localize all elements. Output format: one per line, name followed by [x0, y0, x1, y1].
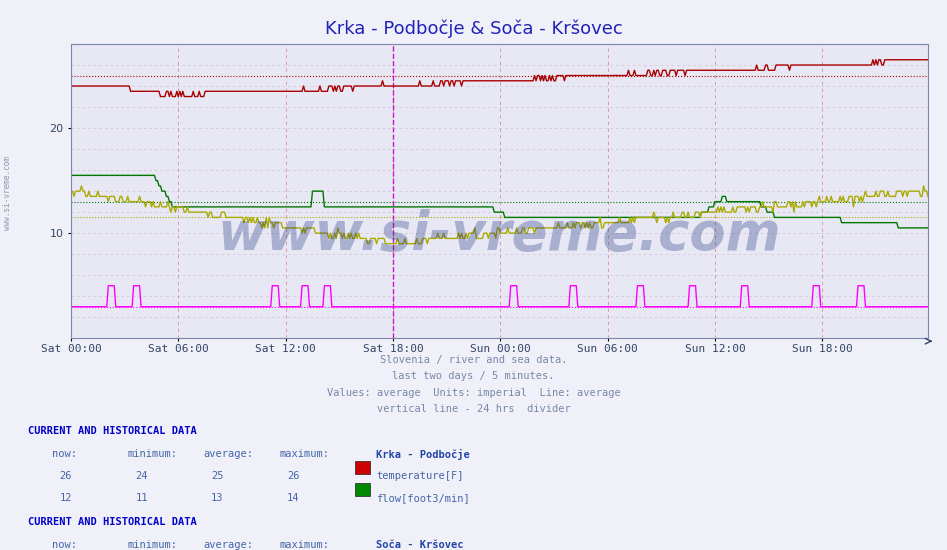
Text: Soča - Kršovec: Soča - Kršovec — [376, 540, 463, 550]
Text: average:: average: — [204, 540, 254, 550]
Text: Krka - Podbočje & Soča - Kršovec: Krka - Podbočje & Soča - Kršovec — [325, 19, 622, 38]
Text: minimum:: minimum: — [128, 540, 178, 550]
Text: now:: now: — [52, 449, 77, 459]
Text: 26: 26 — [60, 471, 72, 481]
Text: CURRENT AND HISTORICAL DATA: CURRENT AND HISTORICAL DATA — [28, 517, 197, 527]
Text: www.si-vreme.com: www.si-vreme.com — [218, 209, 781, 261]
Text: 26: 26 — [287, 471, 299, 481]
Text: maximum:: maximum: — [279, 449, 330, 459]
Text: last two days / 5 minutes.: last two days / 5 minutes. — [392, 371, 555, 381]
Text: 12: 12 — [60, 493, 72, 503]
Text: vertical line - 24 hrs  divider: vertical line - 24 hrs divider — [377, 404, 570, 414]
Text: www.si-vreme.com: www.si-vreme.com — [3, 156, 12, 229]
Text: 11: 11 — [135, 493, 148, 503]
Text: flow[foot3/min]: flow[foot3/min] — [376, 493, 470, 503]
Text: CURRENT AND HISTORICAL DATA: CURRENT AND HISTORICAL DATA — [28, 426, 197, 436]
Text: Krka - Podbočje: Krka - Podbočje — [376, 449, 470, 460]
Text: average:: average: — [204, 449, 254, 459]
Text: now:: now: — [52, 540, 77, 550]
Text: 14: 14 — [287, 493, 299, 503]
Text: 13: 13 — [211, 493, 223, 503]
Text: 25: 25 — [211, 471, 223, 481]
Text: Values: average  Units: imperial  Line: average: Values: average Units: imperial Line: av… — [327, 388, 620, 398]
Text: maximum:: maximum: — [279, 540, 330, 550]
Text: Slovenia / river and sea data.: Slovenia / river and sea data. — [380, 355, 567, 365]
Text: 24: 24 — [135, 471, 148, 481]
Text: minimum:: minimum: — [128, 449, 178, 459]
Text: temperature[F]: temperature[F] — [376, 471, 463, 481]
